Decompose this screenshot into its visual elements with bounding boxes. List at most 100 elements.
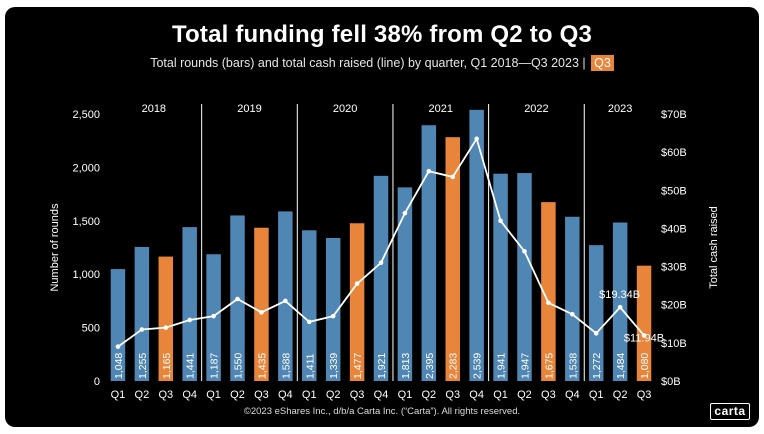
chart-plot: 0 500 1,000 1,500 2,000 2,500 $0B $10B $20B $30B $… xyxy=(49,103,720,401)
bar xyxy=(541,202,556,381)
chart-card: Total funding fell 38% from Q2 to Q3 Tot… xyxy=(5,7,759,427)
cash-raised-point xyxy=(570,311,575,317)
bar xyxy=(445,137,460,381)
y-tick-label: 0 xyxy=(94,376,100,388)
bar-value-label: 1,550 xyxy=(233,353,245,379)
y2-tick-label: $70B xyxy=(661,109,687,121)
x-tick-label: Q1 xyxy=(206,389,221,401)
x-tick-label: Q1 xyxy=(493,389,508,401)
bar-value-label: 1,165 xyxy=(161,353,173,379)
copyright-footer: ©2023 eShares Inc., d/b/a Carta Inc. (“C… xyxy=(243,406,521,417)
year-label: 2020 xyxy=(333,103,357,115)
x-tick-label: Q2 xyxy=(326,389,341,401)
x-tick-label: Q3 xyxy=(254,389,269,401)
carta-logo: carta xyxy=(710,403,750,420)
cash-raised-point xyxy=(283,298,288,304)
bar xyxy=(302,230,317,381)
year-label: 2022 xyxy=(524,103,548,115)
x-tick-label: Q2 xyxy=(517,389,532,401)
bar xyxy=(397,187,413,381)
bar-value-label: 1,941 xyxy=(496,353,508,379)
x-tick-label: Q1 xyxy=(302,389,317,401)
bar-value-label: 2,283 xyxy=(448,353,460,379)
cash-raised-point xyxy=(593,331,599,336)
x-tick-label: Q4 xyxy=(565,389,580,401)
subtitle-separator: | xyxy=(582,56,586,70)
bar-value-label: 1,411 xyxy=(304,353,316,379)
x-tick-label: Q2 xyxy=(135,389,150,401)
cash-raised-point xyxy=(211,313,216,319)
cash-raised-point xyxy=(641,333,647,338)
bar-value-label: 1,339 xyxy=(328,353,340,379)
bar-value-label: 1,947 xyxy=(519,353,531,379)
bar xyxy=(325,237,341,381)
y2-tick-label: $60B xyxy=(661,147,687,159)
cash-raised-point xyxy=(115,344,121,349)
y2-tick-label: $20B xyxy=(661,300,687,312)
cash-raised-point xyxy=(617,304,623,310)
x-tick-label: Q3 xyxy=(445,389,460,401)
x-tick-label: Q1 xyxy=(111,389,126,401)
bar-value-label: 1,048 xyxy=(113,353,125,379)
bar-value-label: 1,435 xyxy=(256,353,268,379)
bar-value-label: 1,255 xyxy=(137,353,149,379)
bar-value-label: 1,272 xyxy=(591,353,603,379)
bar xyxy=(278,211,293,381)
bar xyxy=(110,269,126,381)
cash-raised-point xyxy=(402,210,408,216)
bar xyxy=(158,256,174,381)
bar-value-label: 1,477 xyxy=(352,353,364,379)
chart-subtitle-row: Total rounds (bars) and total cash raise… xyxy=(5,55,759,71)
line-value-annotation: $19.34B xyxy=(599,289,640,301)
y-tick-label: 2,000 xyxy=(72,162,100,174)
bar-value-label: 1,080 xyxy=(639,353,651,379)
bar xyxy=(565,216,580,381)
bar-value-label: 1,813 xyxy=(400,353,412,379)
bar-value-label: 1,921 xyxy=(376,353,388,379)
bar xyxy=(254,227,269,381)
cash-raised-point xyxy=(426,168,432,174)
x-tick-label: Q4 xyxy=(374,389,389,401)
y2-tick-label: $0B xyxy=(661,376,681,388)
bar xyxy=(182,227,197,381)
x-tick-label: Q2 xyxy=(421,389,436,401)
year-label: 2018 xyxy=(142,103,166,115)
year-label: 2019 xyxy=(237,103,261,115)
year-label: 2021 xyxy=(429,103,453,115)
cash-raised-point xyxy=(330,313,336,319)
y2-axis-title: Total cash raised xyxy=(708,206,720,289)
y2-tick-label: $10B xyxy=(661,338,687,350)
bar-value-label: 1,538 xyxy=(567,353,579,379)
cash-raised-point xyxy=(187,317,192,323)
bar xyxy=(349,223,365,381)
x-tick-label: Q2 xyxy=(230,389,245,401)
bar xyxy=(636,265,652,381)
y2-tick-label: $50B xyxy=(661,185,687,197)
cash-raised-point xyxy=(354,281,360,287)
bar xyxy=(373,175,389,381)
x-tick-label: Q1 xyxy=(398,389,413,401)
chart-title: Total funding fell 38% from Q2 to Q3 xyxy=(171,21,593,48)
bar-value-label: 1,588 xyxy=(280,353,292,379)
bar xyxy=(588,245,604,381)
bar xyxy=(469,109,484,381)
bar-value-label: 1,441 xyxy=(185,353,197,379)
x-tick-label: Q4 xyxy=(182,389,197,401)
bar-value-label: 1,187 xyxy=(209,353,221,379)
bar-value-label: 2,395 xyxy=(424,353,436,379)
chart-subtitle: Total rounds (bars) and total cash raise… xyxy=(150,56,579,70)
cash-raised-point xyxy=(450,174,456,180)
x-tick-label: Q3 xyxy=(158,389,173,401)
bar xyxy=(421,125,437,382)
y2-tick-label: $40B xyxy=(661,223,687,235)
x-tick-label: Q3 xyxy=(350,389,365,401)
bar xyxy=(612,222,628,381)
cash-raised-point xyxy=(163,325,169,330)
cash-raised-point xyxy=(474,136,479,142)
y-tick-label: 2,500 xyxy=(72,109,100,121)
y-axis-title: Number of rounds xyxy=(49,203,61,292)
y2-tick-label: $30B xyxy=(661,262,687,274)
x-tick-label: Q4 xyxy=(278,389,293,401)
x-tick-label: Q2 xyxy=(613,389,628,401)
cash-raised-point xyxy=(498,218,503,224)
